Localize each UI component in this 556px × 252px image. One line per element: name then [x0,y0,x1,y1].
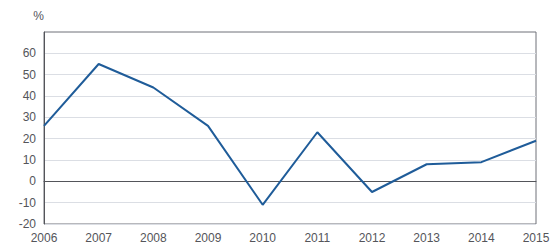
svg-text:50: 50 [23,68,37,82]
svg-text:2006: 2006 [31,231,58,245]
svg-text:40: 40 [23,89,37,103]
svg-text:%: % [33,9,44,23]
svg-text:2013: 2013 [413,231,440,245]
svg-text:-20: -20 [19,217,37,231]
svg-text:2009: 2009 [195,231,222,245]
svg-text:2007: 2007 [85,231,112,245]
svg-text:2011: 2011 [304,231,330,245]
svg-text:20: 20 [23,132,37,146]
svg-text:-10: -10 [19,196,37,210]
svg-text:2014: 2014 [468,231,495,245]
svg-text:60: 60 [23,46,37,60]
svg-text:0: 0 [29,174,36,188]
svg-text:2015: 2015 [523,231,550,245]
svg-text:2008: 2008 [140,231,167,245]
svg-text:2010: 2010 [249,231,276,245]
svg-text:30: 30 [23,110,37,124]
svg-text:2012: 2012 [359,231,386,245]
svg-text:10: 10 [23,153,37,167]
